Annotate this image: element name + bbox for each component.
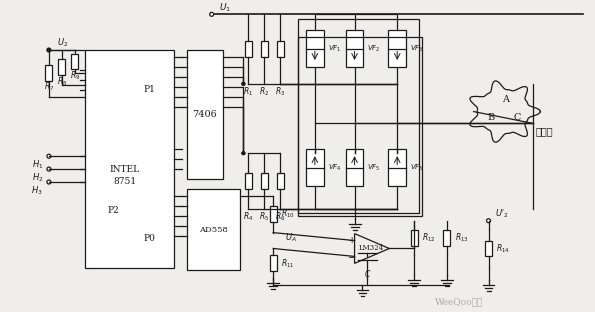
Circle shape <box>242 82 245 86</box>
Circle shape <box>242 151 245 155</box>
Bar <box>270 206 277 222</box>
Circle shape <box>47 180 51 184</box>
Bar <box>71 53 78 69</box>
Text: $R_7$: $R_7$ <box>44 81 54 94</box>
Bar <box>45 66 52 81</box>
Text: $R_8$: $R_8$ <box>57 75 67 88</box>
Text: INTEL: INTEL <box>109 165 140 173</box>
Text: AD558: AD558 <box>199 226 228 234</box>
Bar <box>270 256 277 271</box>
Text: $R_{11}$: $R_{11}$ <box>281 257 295 270</box>
Text: P2: P2 <box>107 206 119 215</box>
Text: A: A <box>502 95 509 104</box>
Circle shape <box>242 82 245 86</box>
Circle shape <box>47 48 51 52</box>
Bar <box>389 30 406 67</box>
Bar <box>298 19 419 213</box>
Bar <box>187 189 240 270</box>
Text: $VF_2$: $VF_2$ <box>368 43 381 54</box>
Bar <box>346 30 364 67</box>
Text: $R_5$: $R_5$ <box>259 211 270 223</box>
Text: $H_1$: $H_1$ <box>32 159 43 171</box>
Bar <box>245 41 252 57</box>
Bar <box>306 30 324 67</box>
Text: $VF_5$: $VF_5$ <box>368 163 381 173</box>
Text: $-$: $-$ <box>347 252 356 261</box>
Text: $R_{13}$: $R_{13}$ <box>455 231 468 244</box>
Bar <box>58 60 65 75</box>
Text: C: C <box>513 113 521 122</box>
Text: $U_A$: $U_A$ <box>285 231 297 244</box>
Bar <box>298 37 422 216</box>
Circle shape <box>487 219 490 223</box>
Text: $R_{12}$: $R_{12}$ <box>422 231 436 244</box>
Circle shape <box>47 48 51 52</box>
Circle shape <box>209 12 214 16</box>
Text: 7406: 7406 <box>192 110 217 119</box>
Text: $R_1$: $R_1$ <box>243 85 253 98</box>
Bar <box>306 149 324 186</box>
Text: WeeQoo维库: WeeQoo维库 <box>434 298 483 307</box>
Text: $H_2$: $H_2$ <box>32 172 43 184</box>
Circle shape <box>47 167 51 171</box>
Text: $R_2$: $R_2$ <box>259 85 270 98</box>
Bar <box>443 230 450 246</box>
Text: $VF_3$: $VF_3$ <box>410 43 424 54</box>
Circle shape <box>242 82 245 86</box>
Text: $U_1$: $U_1$ <box>218 1 231 14</box>
Text: $R_{14}$: $R_{14}$ <box>496 242 511 255</box>
Circle shape <box>47 154 51 158</box>
Text: P0: P0 <box>143 234 155 243</box>
Text: $R_6$: $R_6$ <box>275 211 286 223</box>
Bar <box>277 173 284 189</box>
Text: $U_2$: $U_2$ <box>57 37 68 49</box>
Text: 电动机: 电动机 <box>535 127 553 136</box>
Circle shape <box>242 151 245 155</box>
Bar <box>84 50 174 268</box>
Text: $U'_2$: $U'_2$ <box>496 207 509 220</box>
Text: $C$: $C$ <box>364 268 371 279</box>
Text: 8751: 8751 <box>113 177 136 186</box>
Text: $R_{10}$: $R_{10}$ <box>281 207 295 220</box>
Bar <box>261 41 268 57</box>
Text: P1: P1 <box>143 85 155 94</box>
Text: $R_3$: $R_3$ <box>275 85 285 98</box>
Bar <box>346 149 364 186</box>
Circle shape <box>242 151 245 155</box>
Text: $VF_6$: $VF_6$ <box>410 163 424 173</box>
Text: $VF_1$: $VF_1$ <box>328 43 341 54</box>
Bar <box>485 241 492 256</box>
Text: B: B <box>488 113 495 122</box>
Bar <box>389 149 406 186</box>
Text: $R_4$: $R_4$ <box>243 211 253 223</box>
Bar <box>245 173 252 189</box>
Bar <box>187 50 223 179</box>
Text: $H_3$: $H_3$ <box>32 185 43 197</box>
Text: +: + <box>347 236 356 245</box>
Bar <box>277 41 284 57</box>
Text: LM324: LM324 <box>359 245 384 252</box>
Text: $VF_4$: $VF_4$ <box>328 163 342 173</box>
Text: $R_9$: $R_9$ <box>70 69 80 81</box>
Bar <box>261 173 268 189</box>
Bar <box>411 230 418 246</box>
